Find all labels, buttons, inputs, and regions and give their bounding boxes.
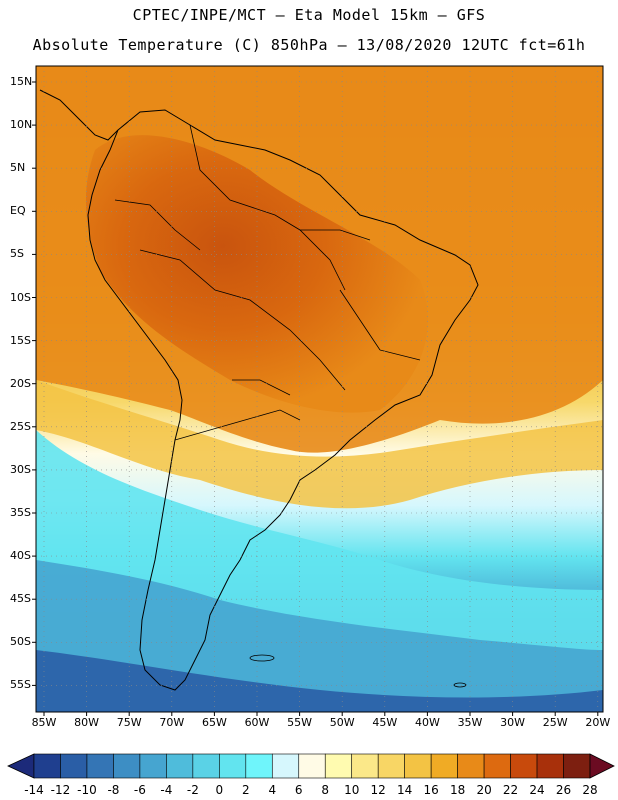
lat-label: 15S (10, 333, 31, 347)
colorbar-label: 28 (582, 783, 598, 797)
lon-label: 60W (244, 716, 270, 729)
colorbar-segment (219, 753, 247, 779)
colorbar-label: 10 (344, 783, 360, 797)
lat-label: 10S (10, 290, 31, 304)
colorbar-label: 24 (529, 783, 545, 797)
colorbar-segment (483, 753, 511, 779)
colorbar-segment (377, 753, 405, 779)
colorbar-label: 22 (502, 783, 519, 797)
lon-label: 50W (329, 716, 355, 729)
colorbar-label: 20 (476, 783, 492, 797)
colorbar-segment (430, 753, 458, 779)
colorbar-label: -8 (107, 783, 120, 797)
colorbar-segment (351, 753, 379, 779)
colorbar-label: 0 (215, 783, 224, 797)
colorbar-label: 16 (423, 783, 439, 797)
lat-label: 40S (10, 549, 31, 563)
colorbar-label: 14 (397, 783, 413, 797)
colorbar-segment (86, 753, 114, 779)
colorbar-segment (536, 753, 564, 779)
south-america-outline (87, 109, 479, 691)
colorbar-label: 8 (321, 783, 330, 797)
colorbar-right-arrow (589, 753, 615, 779)
lat-label: 5N (10, 161, 26, 175)
map-frame (35, 65, 604, 713)
colorbar-label: 4 (268, 783, 277, 797)
lon-label: 45W (372, 716, 398, 729)
lon-label: 75W (116, 716, 142, 729)
lon-label: 25W (542, 716, 568, 729)
colorbar-label: -6 (133, 783, 146, 797)
colorbar-segment (33, 753, 61, 779)
coldest-region (36, 650, 603, 712)
colorbar-label: -12 (50, 783, 71, 797)
colorbar-label: 18 (449, 783, 466, 797)
lat-label: 35S (10, 506, 31, 519)
colorbar-segment (113, 753, 141, 779)
lon-label: 30W (500, 716, 526, 729)
lon-label: 35W (457, 716, 483, 729)
colorbar-segment (192, 753, 220, 779)
country-borders (114, 124, 421, 441)
lat-label: 5S (10, 247, 24, 261)
colorbar-segment (166, 753, 194, 779)
lat-label: EQ (10, 204, 26, 218)
colorbar-label: 12 (370, 783, 386, 797)
colorbar-segment (298, 753, 326, 779)
colorbar-segment (324, 753, 353, 779)
lat-label: 55S (10, 678, 31, 692)
central-america-outline (39, 89, 119, 141)
colorbar-label: -14 (24, 783, 44, 797)
lat-label: 25S (10, 419, 31, 433)
colorbar-segment (404, 753, 432, 779)
colorbar-segment (60, 753, 88, 779)
map-title-line1: CPTEC/INPE/MCT – Eta Model 15km – GFS (132, 6, 486, 24)
colorbar-segment (271, 753, 300, 779)
map-title-line2: Absolute Temperature (C) 850hPa – 13/08/… (32, 36, 586, 54)
colorbar-label: 2 (241, 783, 250, 797)
colorbar (7, 753, 615, 779)
map-ticks (32, 81, 599, 716)
mild-band (36, 380, 603, 509)
colorbar-segment (457, 753, 485, 779)
colorbar-label: 26 (555, 783, 572, 797)
colorbar-left-arrow (7, 753, 35, 779)
falklands (249, 654, 275, 662)
colorbar-label: -4 (160, 783, 173, 797)
lat-label: 30S (10, 462, 31, 476)
colorbar-segment (139, 753, 167, 779)
lat-label: 15N (10, 75, 33, 88)
caribbean-island (453, 682, 467, 688)
colorbar-label: -10 (77, 783, 97, 797)
colorbar-label: 6 (294, 783, 303, 797)
lat-label: 45S (10, 592, 31, 606)
lon-label: 70W (159, 716, 185, 729)
lon-label: 40W (414, 716, 440, 729)
lon-label: 20W (585, 716, 611, 729)
colorbar-label: -2 (186, 783, 199, 797)
lon-label: 55W (287, 716, 313, 729)
colorbar-segment (563, 753, 591, 779)
colorbar-segment (245, 753, 273, 779)
lat-label: 20S (10, 376, 31, 390)
lat-label: 10N (10, 118, 33, 132)
lon-label: 65W (201, 716, 227, 729)
colorbar-segment (510, 753, 538, 779)
lat-label: 50S (10, 635, 31, 649)
lon-label: 80W (74, 716, 100, 729)
lon-label: 85W (31, 716, 57, 729)
hot-region (85, 135, 428, 413)
